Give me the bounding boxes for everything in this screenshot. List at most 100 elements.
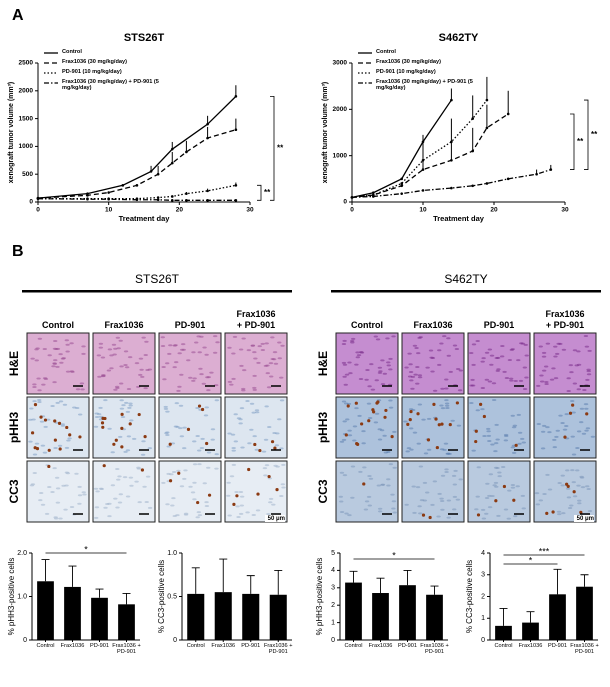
nucleus [32, 383, 37, 386]
nucleus [575, 446, 580, 449]
y-axis-label: xenograft tumor volume (mm³) [8, 82, 15, 184]
stained-cell [354, 401, 358, 405]
column-header-box: Frax1036 [104, 320, 143, 330]
nucleus [255, 509, 261, 512]
nucleus [69, 342, 74, 345]
nucleus [106, 369, 112, 372]
nucleus [118, 435, 123, 438]
nucleus [348, 372, 353, 375]
point [400, 182, 404, 185]
nucleus [408, 427, 414, 430]
nucleus [264, 464, 270, 467]
x-tick-label: PD-901 [398, 643, 417, 649]
nucleus [516, 413, 522, 416]
stained-cell [571, 403, 575, 407]
nucleus [489, 363, 494, 366]
nucleus [547, 488, 553, 491]
nucleus [500, 344, 505, 347]
legend-label-box: PD-901 (10 mg/kg/day) [376, 69, 436, 75]
y-tick-label: 1.0 [167, 550, 177, 557]
nucleus [511, 426, 517, 429]
y-tick-label: 0 [481, 637, 485, 644]
nucleus [452, 344, 458, 347]
nucleus [487, 439, 492, 442]
stained-cell [256, 492, 260, 496]
stained-cell [120, 426, 124, 430]
nucleus [57, 444, 63, 447]
nucleus [555, 429, 560, 432]
nucleus [495, 356, 501, 359]
nucleus [392, 511, 397, 514]
nucleus [281, 486, 286, 489]
nucleus [377, 366, 383, 369]
point [170, 195, 174, 198]
nucleus [192, 440, 197, 443]
nucleus [233, 413, 238, 416]
nucleus [112, 353, 117, 356]
nucleus [139, 368, 144, 371]
stained-cell [362, 482, 366, 486]
nucleus [182, 426, 187, 429]
nucleus [210, 438, 215, 441]
x-tick-label-box: Control [494, 643, 513, 649]
nucleus [484, 496, 490, 499]
x-tick-label-box: PD-901 [548, 643, 567, 649]
stained-cell [502, 484, 507, 489]
nucleus [565, 469, 570, 472]
nucleus [246, 349, 252, 352]
x-tick-label: Control [494, 643, 513, 649]
y-tick-label: 4 [481, 550, 485, 557]
y-tick-label: 500 [22, 171, 33, 178]
significance-label: * [392, 550, 396, 560]
stained-cell [33, 403, 38, 407]
nucleus [500, 465, 506, 468]
nucleus [572, 349, 578, 352]
nucleus [53, 446, 58, 449]
nucleus [383, 451, 389, 454]
nucleus [30, 357, 35, 360]
nucleus [270, 336, 275, 339]
nucleus [357, 414, 362, 417]
nucleus [195, 407, 200, 410]
y-tick-label: 1 [331, 619, 335, 626]
nucleus [273, 362, 279, 365]
nucleus [556, 510, 562, 513]
nucleus [250, 344, 255, 347]
nucleus [570, 435, 575, 438]
x-tick-label: Frax1036 + PD-901 [420, 643, 449, 656]
nucleus [55, 501, 61, 504]
x-tick-label-box: Frax1036 + PD-901 [420, 643, 449, 656]
stained-cell [572, 490, 576, 494]
nucleus [145, 475, 151, 478]
stained-cell [270, 440, 275, 444]
nucleus [352, 439, 357, 442]
nucleus [430, 503, 435, 506]
nucleus [470, 378, 475, 381]
column-header: Frax1036 + PD-901 [236, 309, 276, 330]
nucleus [391, 500, 397, 503]
nucleus [50, 491, 55, 494]
nucleus [279, 447, 284, 450]
nucleus [347, 361, 352, 364]
stained-cell [232, 502, 236, 506]
nucleus [581, 432, 587, 435]
stained-cell [551, 510, 555, 514]
nucleus [172, 366, 177, 369]
stained-cell [406, 422, 410, 426]
nucleus [458, 369, 464, 372]
stained-cell [434, 417, 438, 421]
nucleus [80, 388, 85, 391]
nucleus [58, 517, 63, 520]
nucleus [120, 415, 126, 418]
nucleus [426, 448, 432, 451]
nucleus [482, 434, 487, 437]
nucleus [97, 375, 102, 378]
stained-cell [68, 433, 72, 437]
stained-cell [474, 429, 478, 433]
nucleus [557, 482, 562, 485]
nucleus [147, 447, 153, 450]
nucleus [509, 348, 514, 351]
nucleus [524, 376, 529, 379]
chart-title: S462TY [439, 32, 479, 44]
nucleus [341, 400, 347, 403]
